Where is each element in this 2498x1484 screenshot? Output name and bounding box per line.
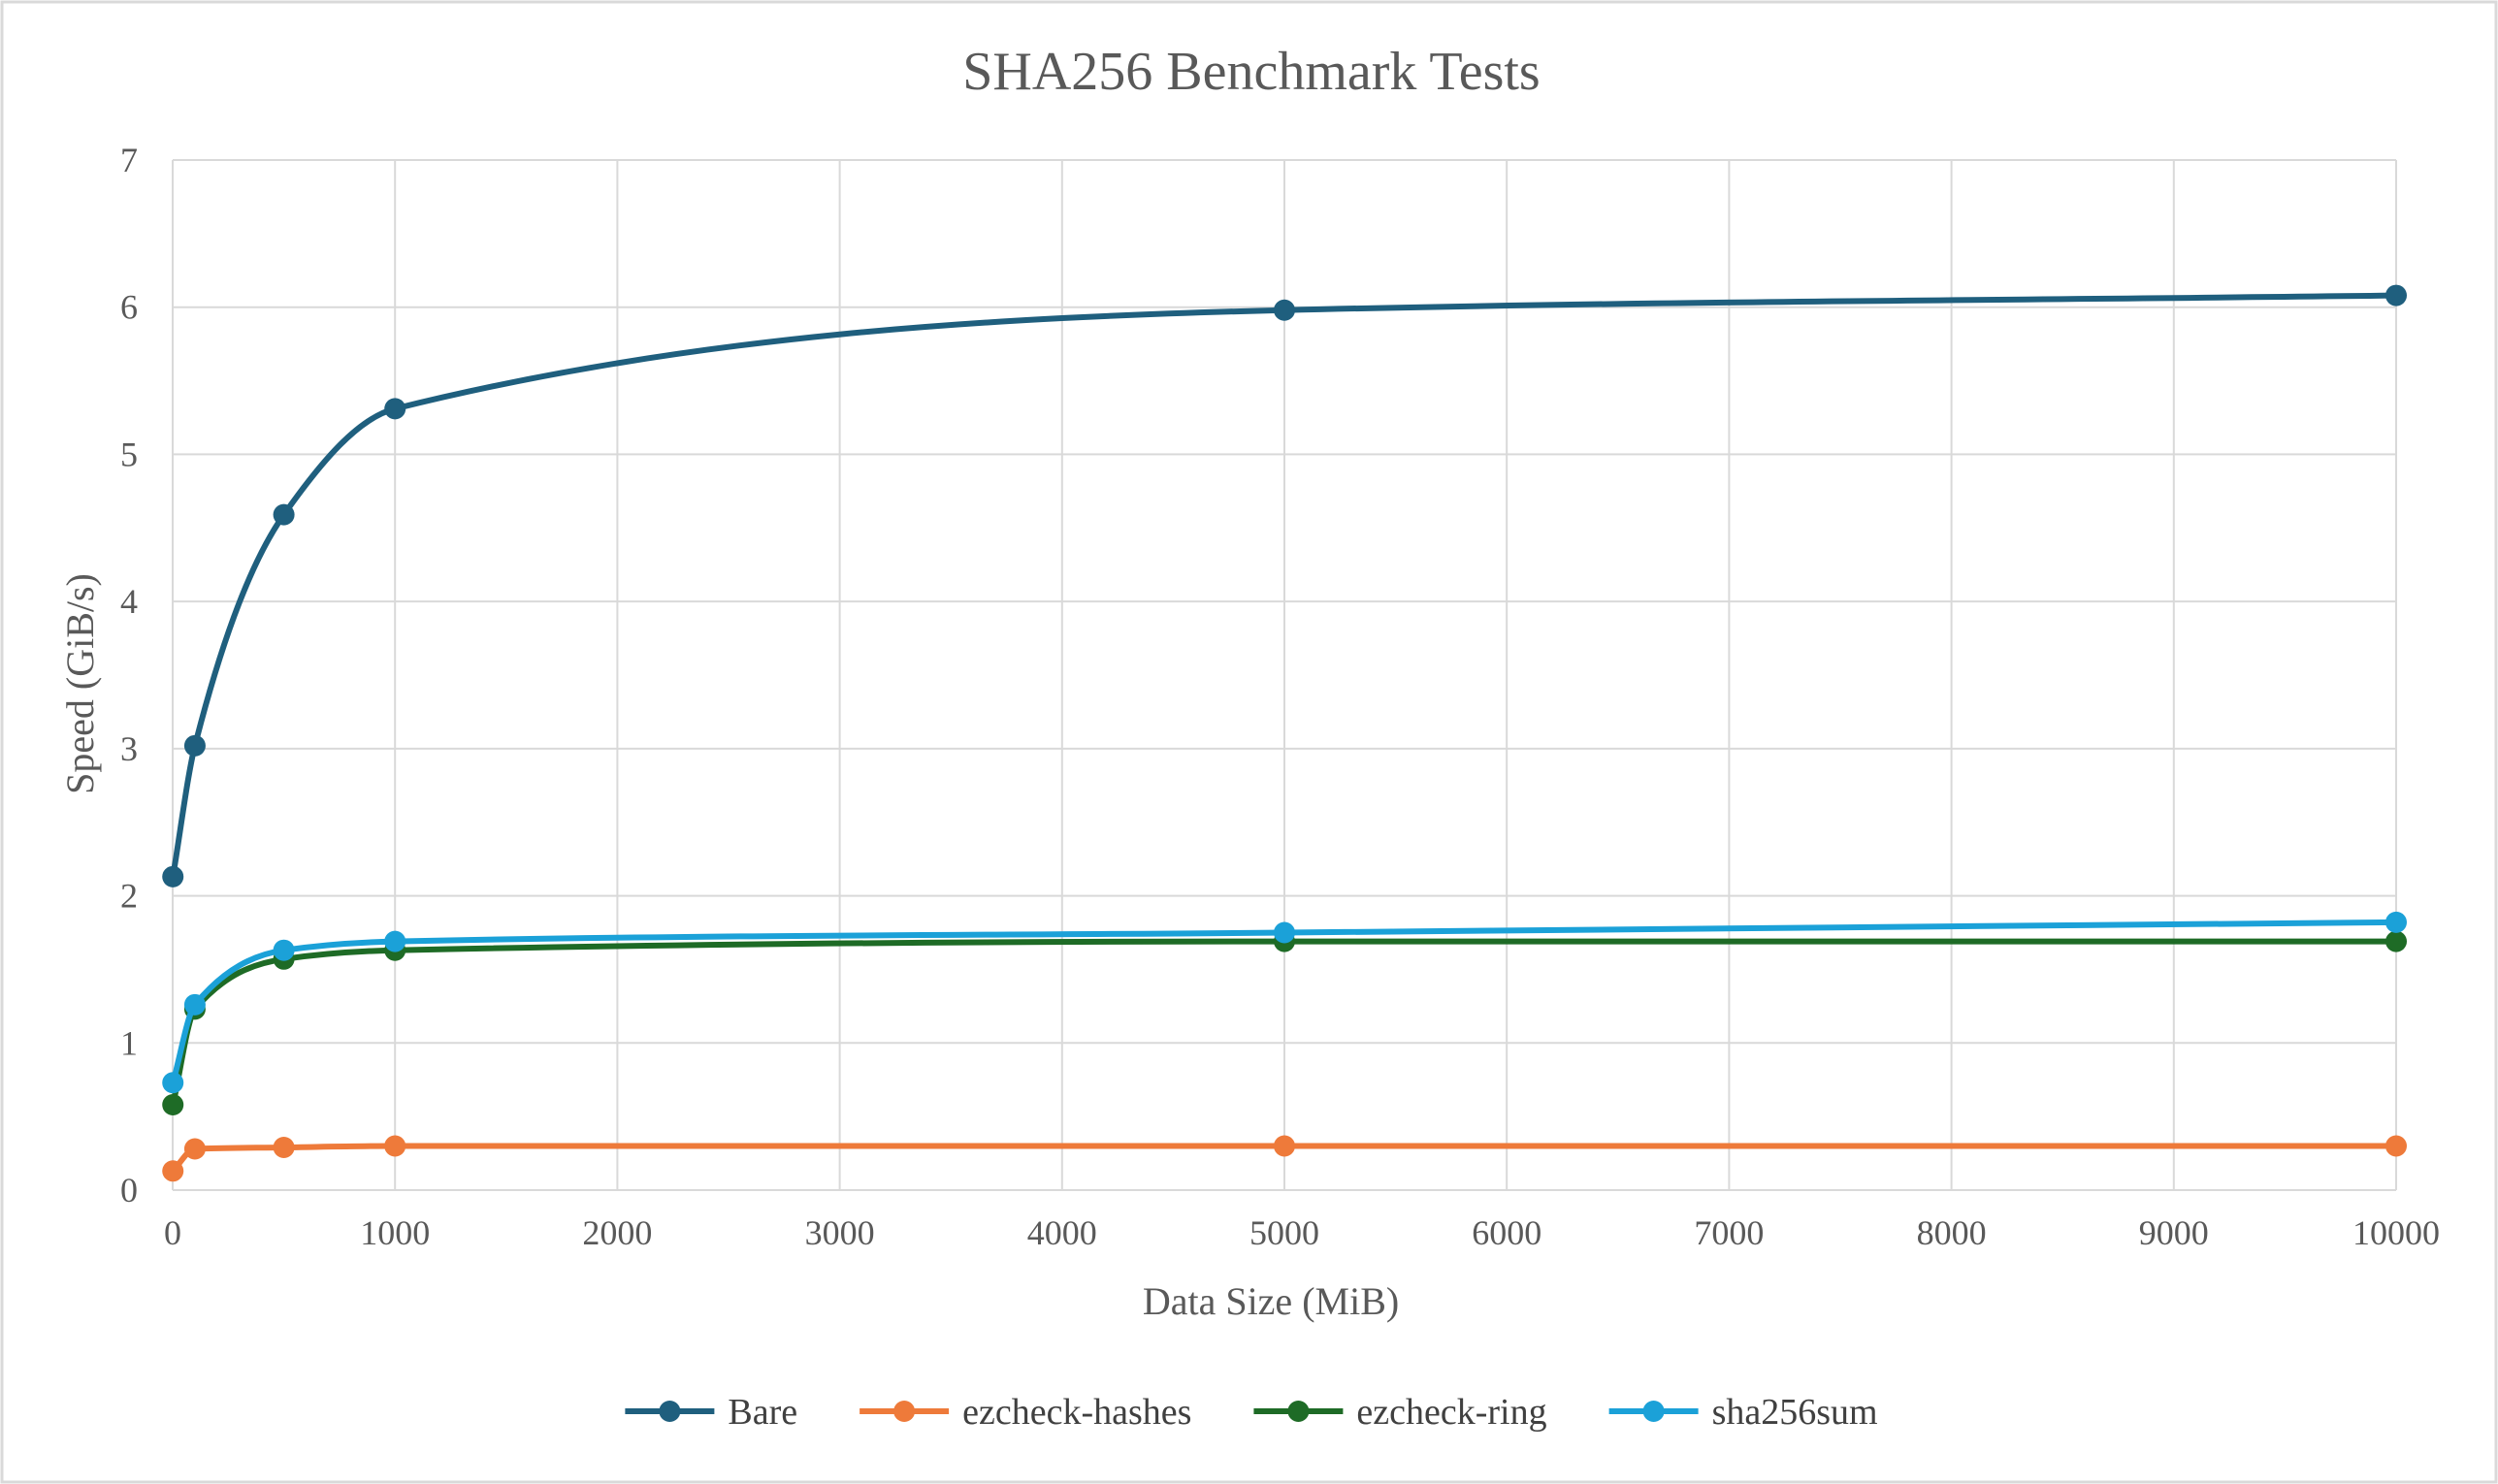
y-axis-label: Speed (GiB/s) [58, 573, 102, 794]
data-point [273, 939, 295, 961]
data-point [1274, 1135, 1295, 1157]
legend-swatch-marker [1287, 1401, 1310, 1422]
x-tick-label: 3000 [805, 1213, 875, 1252]
y-tick-label: 4 [120, 582, 138, 621]
series-line-ezcheck-hashes [170, 1143, 2399, 1175]
legend-label: ezcheck-hashes [962, 1392, 1191, 1433]
x-tick-label: 2000 [582, 1213, 652, 1252]
legend-item-ezcheck-hashes: ezcheck-hashes [860, 1392, 1191, 1433]
x-axis-label: Data Size (MiB) [1143, 1279, 1399, 1323]
x-tick-label: 0 [164, 1213, 181, 1252]
x-tick-label: 6000 [1472, 1213, 1541, 1252]
chart-title: SHA256 Benchmark Tests [962, 42, 1540, 102]
x-tick-label: 9000 [2139, 1213, 2209, 1252]
data-point [2385, 1135, 2407, 1157]
y-tick-label: 2 [120, 877, 138, 916]
x-tick-label: 4000 [1027, 1213, 1097, 1252]
series-line-ezcheck-ring [170, 938, 2399, 1109]
data-point [162, 1160, 184, 1182]
x-tick-label: 8000 [1917, 1213, 1987, 1252]
data-point [1274, 299, 1295, 321]
data-point [1274, 921, 1295, 944]
data-point [162, 865, 184, 887]
x-tick-label: 1000 [360, 1213, 430, 1252]
x-axis-ticks: 0 1000 2000 3000 4000 5000 6000 7000 8000 9000 100… [164, 1213, 2440, 1252]
series-ezcheck-hashes [162, 1135, 2407, 1182]
legend-swatch-marker [893, 1401, 916, 1422]
data-point [384, 398, 406, 420]
data-point [183, 1138, 206, 1160]
legend: Bare ezcheck-hashes ezcheck-ring sha256sum [625, 1392, 1878, 1433]
data-point [384, 1135, 406, 1157]
legend-swatch-marker [1642, 1401, 1665, 1422]
y-tick-label: 0 [120, 1171, 138, 1210]
legend-item-sha256sum: sha256sum [1608, 1392, 1878, 1433]
data-point [183, 993, 206, 1016]
series-line-Bare [170, 292, 2399, 880]
y-tick-label: 6 [120, 288, 138, 327]
data-point [2385, 930, 2407, 952]
legend-label: ezcheck-ring [1356, 1392, 1546, 1433]
data-point [183, 734, 206, 757]
data-point [162, 1072, 184, 1094]
legend-item-ezcheck-ring: ezcheck-ring [1253, 1392, 1547, 1433]
y-tick-label: 1 [120, 1023, 138, 1062]
legend-item-Bare: Bare [625, 1392, 797, 1433]
legend-swatch-marker [659, 1401, 681, 1422]
data-point [2385, 911, 2407, 933]
data-point [273, 503, 295, 526]
series-line-sha256sum [170, 919, 2399, 1086]
series-Bare [162, 284, 2407, 887]
x-tick-label: 10000 [2352, 1213, 2440, 1252]
x-tick-label: 7000 [1694, 1213, 1764, 1252]
y-tick-label: 5 [120, 435, 138, 473]
legend-label: Bare [728, 1392, 797, 1433]
x-tick-label: 5000 [1249, 1213, 1319, 1252]
legend-label: sha256sum [1712, 1392, 1878, 1433]
data-point [162, 1094, 184, 1116]
y-tick-label: 3 [120, 729, 138, 768]
y-axis-ticks: 0 1 2 3 4 5 6 7 [120, 141, 138, 1210]
series-layer [162, 284, 2407, 1182]
data-point [273, 1137, 295, 1159]
series-sha256sum [162, 911, 2407, 1094]
y-tick-label: 7 [120, 141, 138, 179]
grid-lines [172, 159, 2397, 1191]
data-point [384, 930, 406, 952]
data-point [2385, 284, 2407, 306]
